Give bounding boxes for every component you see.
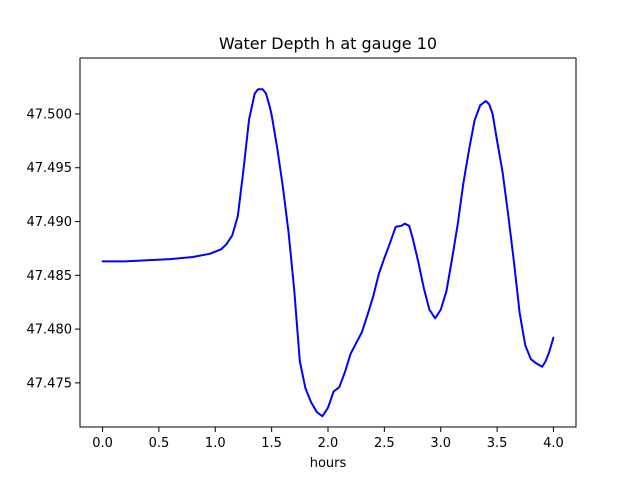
x-tick-label: 0.0 — [92, 436, 113, 451]
chart-title: Water Depth h at gauge 10 — [219, 34, 437, 53]
x-tick-label: 1.5 — [261, 436, 282, 451]
y-tick-label: 47.475 — [27, 376, 73, 391]
plot-area — [101, 88, 555, 418]
y-tick-label: 47.495 — [27, 161, 73, 176]
x-tick-label: 3.5 — [487, 436, 508, 451]
x-tick-label: 0.5 — [149, 436, 170, 451]
y-axis-ticks: 47.475 47.480 47.485 47.490 47.495 47.500 — [27, 107, 80, 391]
x-tick-label: 4.0 — [543, 436, 564, 451]
y-tick-label: 47.480 — [27, 323, 73, 338]
x-tick-label: 2.5 — [374, 436, 395, 451]
y-tick-label: 47.500 — [27, 107, 73, 122]
x-tick-label: 3.0 — [430, 436, 451, 451]
water-depth-series-line — [101, 88, 555, 418]
x-axis-ticks: 0.0 0.5 1.0 1.5 2.0 2.5 3.0 3.5 4.0 — [92, 427, 564, 451]
x-tick-label: 2.0 — [318, 436, 339, 451]
x-axis-label: hours — [310, 456, 347, 471]
x-tick-label: 1.0 — [205, 436, 226, 451]
y-tick-label: 47.490 — [27, 215, 73, 230]
y-tick-label: 47.485 — [27, 269, 73, 284]
